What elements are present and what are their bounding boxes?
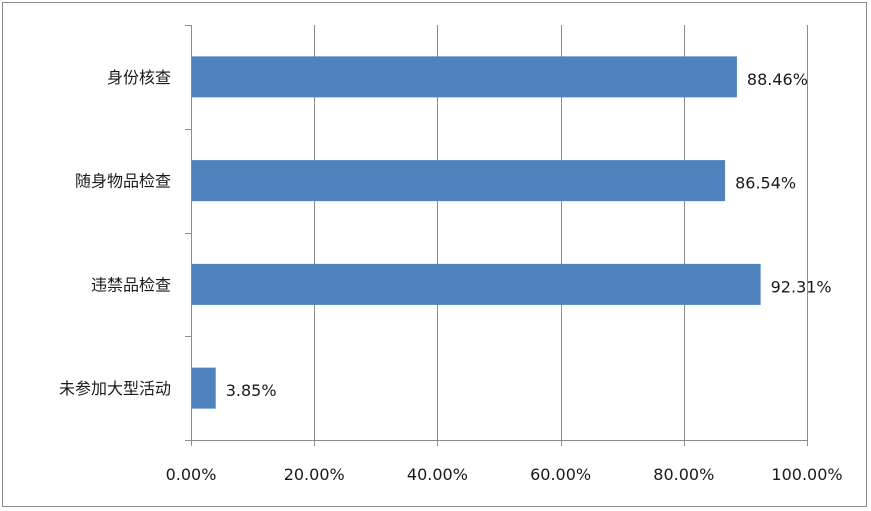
x-tick-label: 20.00% (284, 465, 345, 484)
x-tick-label: 80.00% (653, 465, 714, 484)
bar (192, 160, 726, 202)
x-tick-label: 40.00% (407, 465, 468, 484)
bar (192, 367, 216, 409)
bar (192, 263, 761, 305)
x-tick-label: 100.00% (771, 465, 842, 484)
data-label: 3.85% (226, 381, 277, 400)
category-label: 随身物品检查 (75, 172, 171, 191)
data-label: 92.31% (771, 277, 832, 296)
bar (192, 56, 737, 98)
x-tick-label: 0.00% (166, 465, 217, 484)
data-label: 86.54% (735, 174, 796, 193)
category-label: 违禁品检查 (91, 275, 171, 294)
category-label: 身份核查 (107, 68, 171, 87)
category-label: 未参加大型活动 (59, 379, 171, 398)
x-tick-label: 60.00% (530, 465, 591, 484)
data-label: 88.46% (747, 70, 808, 89)
